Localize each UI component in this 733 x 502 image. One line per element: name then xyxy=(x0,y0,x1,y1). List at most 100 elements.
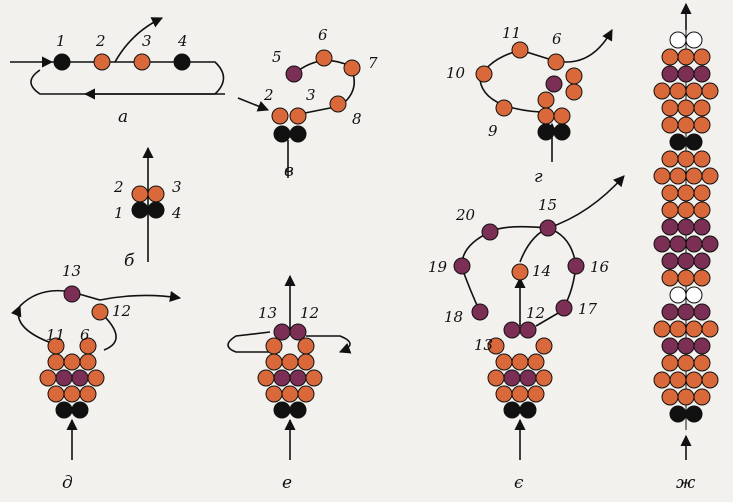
bead-6 xyxy=(315,49,333,67)
chain-bead xyxy=(685,320,703,338)
bead-8 xyxy=(329,95,347,113)
chain-bead xyxy=(677,48,695,66)
bead-1 xyxy=(53,53,71,71)
bead xyxy=(545,75,563,93)
chain-bead xyxy=(693,150,711,168)
thread-right-loop xyxy=(306,335,352,354)
bead-15 xyxy=(539,219,557,237)
bead-11 xyxy=(47,337,65,355)
bead-5 xyxy=(285,65,303,83)
bead xyxy=(47,385,65,403)
bead xyxy=(503,369,521,387)
bead-3 xyxy=(133,53,151,71)
bead xyxy=(495,385,513,403)
chain-bead xyxy=(693,201,711,219)
chain-bead xyxy=(677,218,695,236)
label-2: 2 xyxy=(95,32,106,50)
bead-6 xyxy=(79,337,97,355)
panel-a: 1 2 3 4 а xyxy=(10,17,225,127)
bead xyxy=(39,369,57,387)
chain-bead xyxy=(661,303,679,321)
chain-bead xyxy=(701,82,719,100)
chain-bead xyxy=(701,371,719,389)
chain-bead xyxy=(669,133,687,151)
caption-zh: ж xyxy=(676,473,696,493)
chain-bead xyxy=(661,65,679,83)
bead xyxy=(79,353,97,371)
chain-bead xyxy=(669,167,687,185)
chain-bead xyxy=(701,235,719,253)
panel-d: 13 12 11 6 д xyxy=(10,262,182,493)
chain-bead xyxy=(677,150,695,168)
caption-d: д xyxy=(62,473,73,493)
label-12: 12 xyxy=(300,304,319,322)
chain-bead xyxy=(669,405,687,423)
chain-bead xyxy=(701,320,719,338)
label-12: 12 xyxy=(112,302,131,320)
bead xyxy=(265,385,283,403)
label-16: 16 xyxy=(590,258,610,276)
chain-bead xyxy=(661,184,679,202)
chain-bead xyxy=(669,31,687,49)
chain-bead xyxy=(693,184,711,202)
chain-bead xyxy=(693,303,711,321)
label-17: 17 xyxy=(578,300,598,318)
panel-e: 13 12 е xyxy=(227,274,352,493)
bead-4 xyxy=(173,53,191,71)
chain-bead xyxy=(693,65,711,83)
panel-g: 11 6 10 9 г xyxy=(446,24,613,187)
chain-bead xyxy=(677,201,695,219)
label-3: 3 xyxy=(142,32,152,50)
bead xyxy=(511,385,529,403)
label-4: 4 xyxy=(171,204,182,222)
label-20: 20 xyxy=(455,206,476,224)
bead-black xyxy=(553,123,571,141)
chain-bead xyxy=(677,354,695,372)
label-13: 13 xyxy=(258,304,277,322)
chain-bead xyxy=(685,133,703,151)
chain-bead xyxy=(685,371,703,389)
label-18: 18 xyxy=(444,308,463,326)
chain-bead xyxy=(653,320,671,338)
bead xyxy=(265,337,283,355)
caption-e: е xyxy=(282,473,292,493)
label-8: 8 xyxy=(352,110,362,128)
chain-bead xyxy=(669,235,687,253)
chain-bead xyxy=(685,31,703,49)
chain-bead xyxy=(653,235,671,253)
bead xyxy=(297,353,315,371)
bead-black xyxy=(503,401,521,419)
bead xyxy=(511,353,529,371)
chain-bead xyxy=(677,116,695,134)
label-2: 2 xyxy=(113,178,124,196)
chain-bead xyxy=(693,388,711,406)
bead xyxy=(281,385,299,403)
chain-bead xyxy=(677,184,695,202)
bead-19 xyxy=(453,257,471,275)
bead xyxy=(257,369,275,387)
bead xyxy=(87,369,105,387)
thread-entry-arrow xyxy=(237,97,270,112)
chain-bead xyxy=(685,286,703,304)
bead xyxy=(487,369,505,387)
chain-bead xyxy=(677,388,695,406)
bead-black xyxy=(289,401,307,419)
bead-black xyxy=(55,401,73,419)
thread-exit-arrow xyxy=(547,175,625,229)
bead xyxy=(273,369,291,387)
chain-bead xyxy=(661,337,679,355)
bead-4 xyxy=(147,201,165,219)
panel-v: 5 6 7 2 3 8 в xyxy=(237,26,378,181)
chain-bead xyxy=(677,269,695,287)
bead xyxy=(265,353,283,371)
bead xyxy=(527,385,545,403)
bead-2 xyxy=(271,107,289,125)
label-13: 13 xyxy=(62,262,81,280)
bead-12 xyxy=(519,321,537,339)
bead xyxy=(487,337,505,355)
label-12: 12 xyxy=(526,304,545,322)
thread-exit-arrow xyxy=(114,17,164,63)
bead-13 xyxy=(63,285,81,303)
chain-bead xyxy=(685,82,703,100)
